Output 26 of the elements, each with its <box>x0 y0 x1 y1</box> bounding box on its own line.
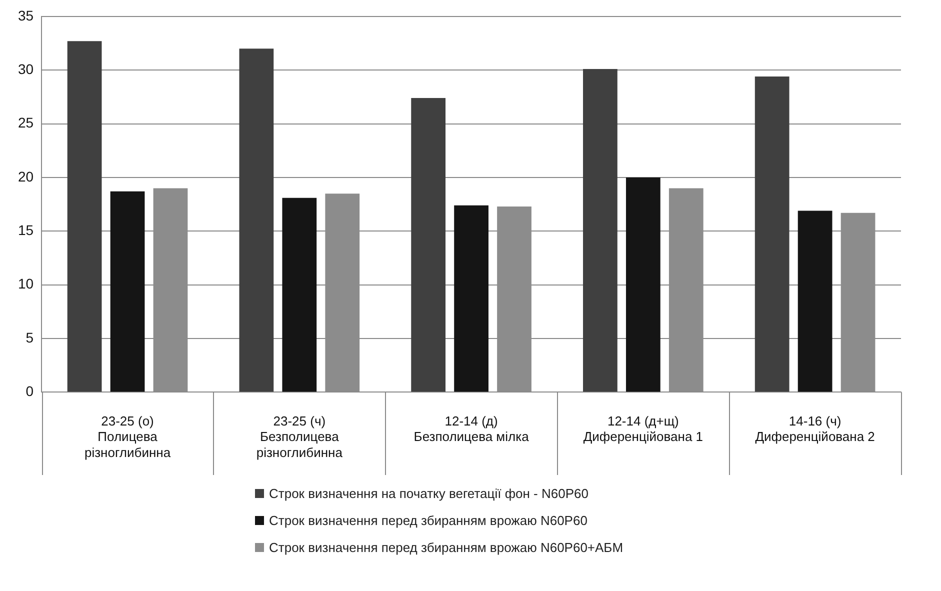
y-tick-label: 15 <box>18 222 34 238</box>
bar <box>454 205 488 392</box>
legend-label: Строк визначення перед збиранням врожаю N60P60 <box>269 513 588 528</box>
bar <box>282 198 317 392</box>
bar <box>583 69 618 392</box>
y-tick-label: 25 <box>18 114 34 131</box>
x-tick-label: 12-14 (д+щ) Диференційована 1 <box>583 414 704 444</box>
y-tick-label: 0 <box>26 383 34 400</box>
x-tick-label: 23-25 (о) Полицева різноглибинна <box>84 414 172 460</box>
bar <box>411 98 446 392</box>
y-tick-label: 35 <box>18 7 34 24</box>
bar <box>626 177 660 392</box>
x-tick-label: 12-14 (д) Безполицева мілка <box>414 414 530 444</box>
legend-label: Строк визначення на початку вегетації фон - N60P60 <box>269 486 588 501</box>
bar <box>798 210 832 392</box>
bar <box>110 191 145 392</box>
y-tick-label: 20 <box>18 168 34 184</box>
bar <box>67 41 102 392</box>
bar <box>239 48 274 392</box>
legend-label: Строк визначення перед збиранням врожаю N60P60+АБМ <box>269 540 624 555</box>
x-tick-label: 14-16 (ч) Диференційована 2 <box>755 414 875 444</box>
y-tick-label: 10 <box>18 276 34 292</box>
x-tick-label: 23-25 (ч) Безполицева різноглибинна <box>256 414 344 460</box>
bar <box>754 76 790 392</box>
y-tick-label: 5 <box>26 329 34 346</box>
y-tick-label: 30 <box>18 60 34 77</box>
